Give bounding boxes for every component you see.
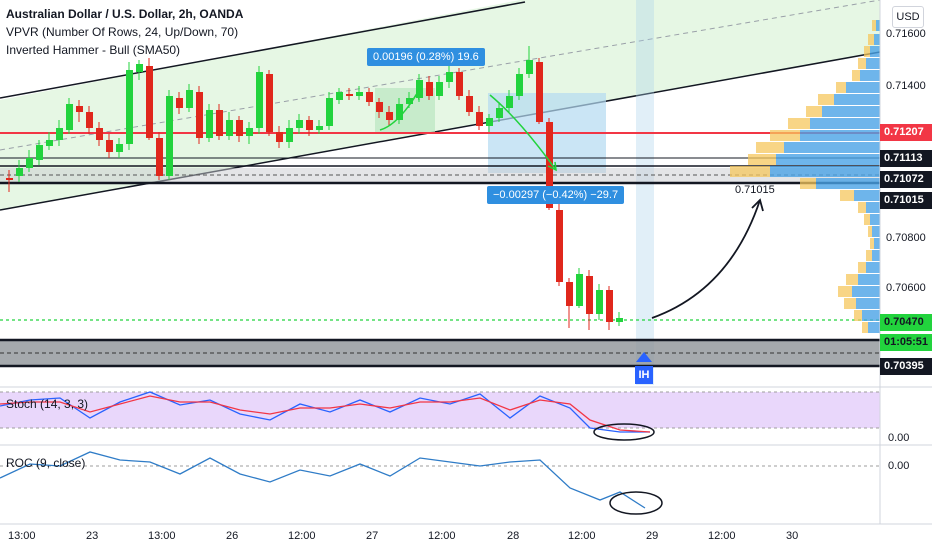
- price-tick: 0.71600: [886, 28, 926, 40]
- price-tag-level: 0.71015: [880, 192, 932, 209]
- price-tick: 0.70800: [886, 232, 926, 244]
- roc-zero-tick: 0.00: [888, 460, 910, 472]
- price-tag-red-level: 0.71207: [880, 124, 932, 141]
- measure-label-up[interactable]: 0.00196 (0.28%) 19.6: [367, 48, 485, 66]
- stoch-label[interactable]: Stoch (14, 3, 3): [6, 397, 89, 411]
- vpvr-indicator-label[interactable]: VPVR (Number Of Rows, 24, Up/Down, 70): [6, 25, 239, 39]
- time-tick: 12:00: [708, 530, 736, 542]
- ih-triangle: [636, 352, 652, 362]
- time-tick: 29: [646, 530, 659, 542]
- candlesticks: [6, 46, 623, 330]
- time-tick: 23: [86, 530, 99, 542]
- stoch-zero-tick: 0.00: [888, 432, 910, 444]
- time-tick: 30: [786, 530, 799, 542]
- bar-countdown: 01:05:51: [880, 334, 932, 351]
- time-tick: 12:00: [428, 530, 456, 542]
- volume-profile: [730, 20, 880, 333]
- price-tick: 0.71400: [886, 80, 926, 92]
- ih-marker[interactable]: IH: [635, 366, 653, 384]
- time-tick: 26: [226, 530, 239, 542]
- price-tag-level: 0.70395: [880, 358, 932, 375]
- time-tick: 12:00: [288, 530, 316, 542]
- time-tick: 13:00: [148, 530, 176, 542]
- pattern-indicator-label[interactable]: Inverted Hammer - Bull (SMA50): [6, 43, 181, 57]
- time-tick: 28: [507, 530, 520, 542]
- price-tag-level: 0.71072: [880, 171, 932, 188]
- measure-label-down[interactable]: −0.00297 (−0.42%) −29.7: [487, 186, 625, 204]
- time-tick: 13:00: [8, 530, 36, 542]
- price-tag-level: 0.71113: [880, 150, 932, 167]
- target-label: 0.71015: [735, 184, 775, 196]
- price-tick: 0.70600: [886, 282, 926, 294]
- currency-button[interactable]: USD: [892, 6, 924, 28]
- time-tick: 12:00: [568, 530, 596, 542]
- price-tag-current: 0.70470: [880, 314, 932, 331]
- roc-label[interactable]: ROC (9, close): [6, 456, 86, 470]
- chart-title: Australian Dollar / U.S. Dollar, 2h, OAN…: [6, 7, 244, 21]
- time-tick: 27: [366, 530, 379, 542]
